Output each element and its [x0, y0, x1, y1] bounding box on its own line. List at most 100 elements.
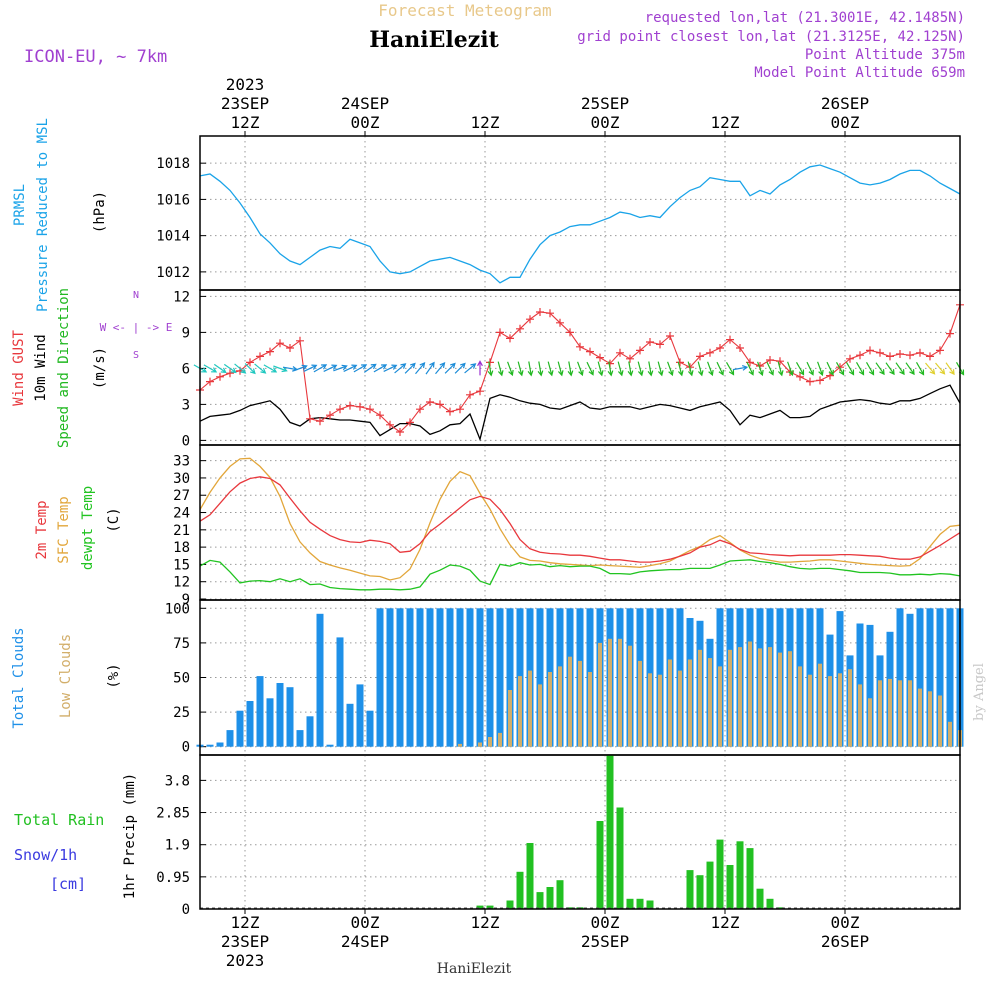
gust-marker: [546, 309, 554, 318]
gust-marker: [356, 402, 364, 411]
low-cloud-bar: [918, 688, 922, 747]
gust-marker: [306, 414, 314, 423]
total-cloud-bar: [506, 608, 514, 747]
gust-marker: [876, 348, 884, 357]
wind-direction-arrow: [234, 363, 247, 374]
low-cloud-bar: [808, 674, 812, 747]
gust-marker: [706, 348, 714, 357]
low-cloud-bar: [768, 647, 772, 747]
gust-marker: [296, 336, 304, 345]
chart-subtitle: Forecast Meteogram: [378, 1, 551, 20]
gust-marker: [336, 405, 344, 414]
requested-coordinates: requested lon,lat (21.3001E, 42.1485N): [645, 10, 965, 26]
temperature-ytick-label-4: 21: [173, 523, 190, 539]
low-cloud-bar: [648, 673, 652, 747]
gust-marker: [416, 405, 424, 414]
wind-direction-arrow: [394, 363, 407, 374]
rain-bar: [646, 900, 654, 909]
total-cloud-bar: [286, 687, 294, 747]
total-cloud-bar: [446, 608, 454, 747]
total-cloud-bar: [936, 608, 944, 747]
wind-direction-arrow: [766, 361, 774, 376]
gust-marker: [656, 340, 664, 349]
bottom-time-label: 24SEP: [341, 932, 389, 951]
wind-direction-arrow: [865, 362, 875, 376]
wind-direction-arrow: [435, 362, 446, 375]
total-cloud-bar: [416, 608, 424, 747]
low-cloud-bar: [538, 684, 542, 747]
gust-marker: [226, 369, 234, 378]
rain-bar: [476, 905, 484, 909]
clouds-ytick-label-1: 25: [173, 705, 190, 721]
temp2m-line: [199, 476, 961, 563]
temperature-ytick-label-2: 15: [173, 557, 190, 573]
rain-bar: [766, 898, 774, 909]
sfc-temp-line: [199, 457, 961, 581]
low-cloud-bar: [728, 649, 732, 747]
top-time-label: 12Z: [231, 113, 260, 132]
clouds-unit: (%): [106, 663, 122, 688]
wind-direction-arrow: [444, 362, 456, 374]
wind-direction-arrow: [697, 361, 704, 377]
wind-direction-arrow: [725, 362, 735, 376]
gust-marker: [346, 401, 354, 410]
clouds-ytick-label-3: 75: [173, 636, 190, 652]
wind-direction-arrow: [647, 361, 654, 377]
total-cloud-bar: [316, 613, 324, 747]
temperature-ytick-label-6: 27: [173, 488, 190, 504]
gust-marker: [286, 344, 294, 352]
low-cloud-bar: [788, 651, 792, 747]
wind-direction-arrow: [537, 361, 544, 377]
wind-direction-arrow: [477, 360, 483, 376]
wind-direction-arrow: [826, 361, 834, 376]
pressure-unit: (hPa): [92, 191, 108, 233]
total-cloud-bar: [296, 730, 304, 747]
precip-ytick-label-0: 0: [182, 902, 190, 918]
temp2m-label: 2m Temp: [34, 500, 50, 559]
gust-marker: [766, 356, 774, 364]
bottom-time-label: 12Z: [231, 913, 260, 932]
total-cloud-bar: [396, 608, 404, 747]
gust-marker: [856, 351, 864, 360]
low-cloud-bar: [888, 678, 892, 747]
gust-marker: [386, 420, 394, 429]
temperature-ytick-label-8: 33: [173, 454, 190, 470]
top-time-label: 12Z: [471, 113, 500, 132]
footer-location: HaniElezit: [437, 961, 512, 977]
wind-direction-arrow: [925, 362, 936, 375]
cloud-labels: Total Clouds Low Clouds (%): [11, 627, 122, 728]
wind-direction-arrow: [875, 362, 885, 376]
wind-direction-arrow: [383, 364, 398, 372]
low-cloud-bar: [868, 698, 872, 747]
wind-direction-arrow: [567, 361, 574, 377]
top-time-label: 24SEP: [341, 94, 389, 113]
precip-labels: Total Rain Snow/1h [cm] 1hr Precip (mm): [14, 773, 138, 899]
wind-direction-arrow: [597, 361, 604, 377]
gust-marker: [716, 344, 724, 352]
low-cloud-bar: [578, 660, 582, 747]
gust-marker: [376, 411, 384, 420]
rain-bar: [686, 870, 694, 909]
rain-bar: [536, 892, 544, 909]
wind-direction-arrow: [637, 361, 644, 377]
low-cloud-bar: [548, 672, 552, 747]
wind-direction-arrow: [333, 364, 348, 372]
bottom-time-label: 2023: [226, 951, 265, 970]
total-cloud-bar: [256, 676, 264, 747]
total-cloud-bar: [906, 613, 914, 747]
pressure-line: [199, 164, 961, 284]
rain-bar: [776, 907, 784, 909]
gust-marker: [846, 354, 854, 363]
total-cloud-bar: [266, 698, 274, 747]
wind-ytick-label-3: 9: [182, 325, 190, 341]
bottom-time-label: 00Z: [591, 913, 620, 932]
gust-marker: [946, 329, 954, 338]
low-cloud-bar: [818, 663, 822, 747]
wind-direction-arrow: [586, 361, 594, 376]
wind-direction-arrow: [657, 361, 664, 377]
total-cloud-bar: [376, 608, 384, 747]
pressure-ytick-label-3: 1018: [156, 156, 190, 172]
total-cloud-bar: [276, 683, 284, 747]
wind-direction-arrow: [777, 361, 784, 377]
wind-direction-arrow: [787, 361, 794, 377]
